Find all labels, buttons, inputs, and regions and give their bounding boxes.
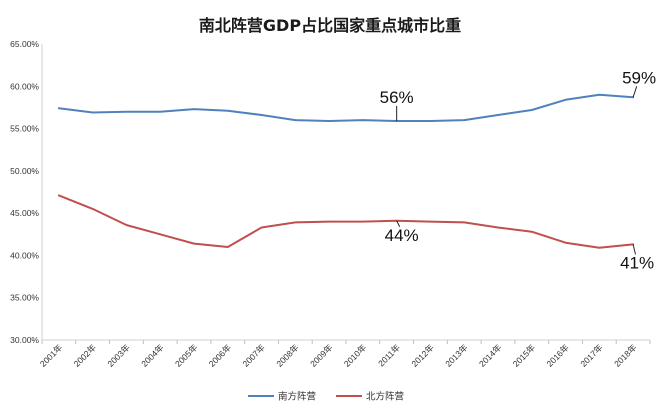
series-layer <box>57 93 635 249</box>
legend-label: 南方阵营 <box>278 391 316 403</box>
x-tick-label: 2014年 <box>477 342 504 369</box>
x-tick-label: 2015年 <box>511 342 538 369</box>
x-tick-label: 2004年 <box>139 342 166 369</box>
annotation-leader <box>396 220 401 227</box>
x-tick-label: 2018年 <box>612 342 639 369</box>
annotation-leader <box>632 86 638 98</box>
x-tick-label: 2011年 <box>376 342 402 368</box>
y-tick-label: 30.00% <box>10 335 39 345</box>
annotation-label: 41% <box>620 253 654 272</box>
y-tick-label: 40.00% <box>10 250 39 260</box>
x-tick-label: 2012年 <box>409 342 436 369</box>
x-tick-label: 2013年 <box>443 342 470 369</box>
series-line-0 <box>57 93 635 122</box>
x-tick-label: 2005年 <box>173 342 200 369</box>
y-tick-label: 50.00% <box>10 166 39 176</box>
y-tick-label: 60.00% <box>10 81 39 91</box>
x-tick-label: 2007年 <box>241 342 268 369</box>
x-tick-label: 2003年 <box>105 342 132 369</box>
x-tick-label: 2016年 <box>545 342 572 369</box>
y-tick-label: 35.00% <box>10 293 39 303</box>
annotation-layer: 56% 59% 44% 41% <box>380 68 656 272</box>
y-tick-label: 65.00% <box>10 39 39 49</box>
x-tick-label: 2009年 <box>308 342 335 369</box>
x-tick-label: 2002年 <box>72 342 99 369</box>
series-line-1 <box>57 194 635 249</box>
annotation-label: 56% <box>380 88 414 107</box>
legend: 南方阵营 北方阵营 <box>248 391 404 403</box>
y-axis-tick-labels: 65.00% 60.00% 55.00% 50.00% 45.00% 40.00% 35.0… <box>10 39 39 345</box>
x-tick-label: 2010年 <box>342 342 369 369</box>
legend-label: 北方阵营 <box>366 391 404 403</box>
x-tick-label: 2006年 <box>207 342 234 369</box>
annotation-label: 44% <box>385 226 419 245</box>
x-axis-tick-labels: 2001年 2002年 2003年 2004年 2005年 2006年 2007年 2008年… <box>38 340 651 369</box>
x-tick-label: 2001年 <box>38 342 65 369</box>
y-tick-label: 55.00% <box>10 124 39 134</box>
annotation-leader <box>632 244 636 255</box>
x-tick-label: 2017年 <box>578 342 605 369</box>
x-tick-label: 2008年 <box>274 342 301 369</box>
chart-title: 南北阵营GDP占比国家重点城市比重 <box>199 16 461 35</box>
annotation-label: 59% <box>622 68 656 87</box>
y-tick-label: 45.00% <box>10 208 39 218</box>
